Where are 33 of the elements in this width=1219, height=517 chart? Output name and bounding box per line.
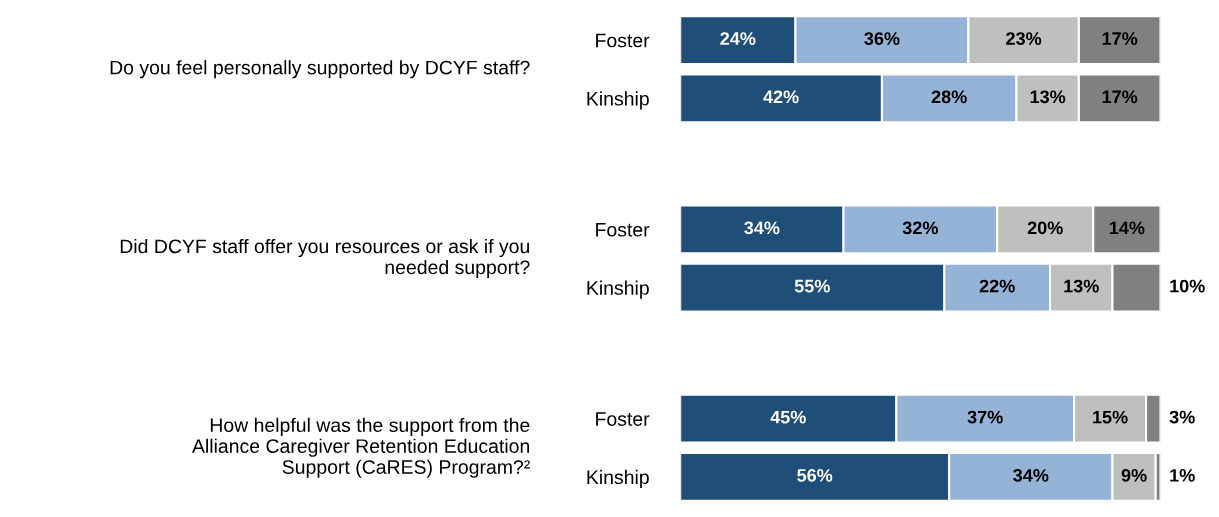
data-label: 20% — [1027, 221, 1063, 235]
y-tick-label: Foster — [596, 223, 650, 237]
data-label: 34% — [744, 221, 780, 235]
y-tick-label: Kinship — [587, 91, 649, 110]
data-label: 1% — [1170, 468, 1195, 482]
data-label: 24% — [720, 32, 756, 45]
data-label: 17% — [1102, 90, 1138, 104]
data-label: 10% — [1170, 279, 1205, 293]
data-label: 32% — [902, 221, 938, 235]
y-tick-label: Kinship — [587, 280, 649, 299]
data-label: 45% — [770, 410, 806, 424]
data-label: 17% — [1102, 32, 1138, 45]
data-label: 15% — [1093, 410, 1128, 424]
data-label: 22% — [979, 279, 1015, 293]
data-label: 28% — [931, 90, 967, 104]
data-label: 55% — [794, 279, 830, 293]
data-label: 3% — [1169, 410, 1195, 424]
data-label: 42% — [763, 90, 799, 104]
y-tick-label: Kinship — [587, 469, 649, 488]
data-label: 13% — [1030, 90, 1066, 104]
data-label: 56% — [797, 468, 833, 482]
data-label: 14% — [1109, 221, 1145, 235]
data-label: 9% — [1121, 468, 1147, 482]
text: Do you feel personally supported by DCYF staff? — [110, 60, 530, 79]
data-label: 36% — [864, 32, 900, 45]
y-tick-label: Foster — [596, 412, 650, 426]
text: How helpful was the support from the Alliance Caregiver Retention Education Support (CaRES) Program?² — [192, 417, 530, 478]
data-label: 37% — [967, 410, 1003, 424]
data-label: 23% — [1006, 32, 1042, 45]
data-label: 34% — [1013, 468, 1049, 482]
data-label: 13% — [1064, 279, 1099, 293]
text: Did DCYF staff offer you resources or ask if you needed support? — [120, 238, 530, 279]
y-tick-label: Foster — [596, 33, 650, 48]
